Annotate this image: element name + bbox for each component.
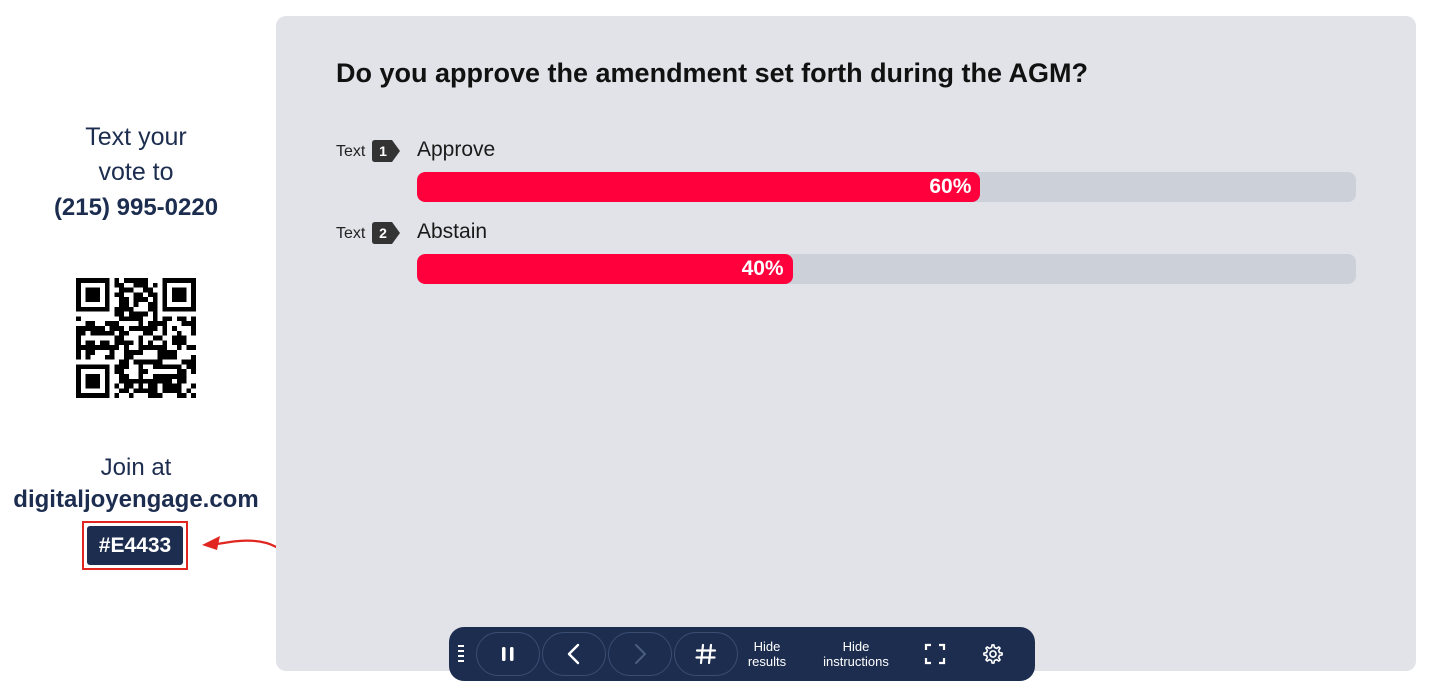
join-info: Join at digitaljoyengage.com: [0, 452, 272, 516]
poll-results-panel: Do you approve the amendment set forth d…: [276, 16, 1416, 671]
option-text-prefix: Text: [336, 143, 366, 160]
result-bar-fill: 60%: [417, 172, 981, 202]
result-percent: 60%: [929, 175, 972, 198]
pause-icon: [502, 647, 514, 661]
chevron-right-icon: [635, 644, 646, 664]
qr-code: [76, 278, 196, 398]
phone-number: (215) 995-0220: [53, 194, 219, 221]
previous-button[interactable]: [542, 632, 606, 676]
gear-icon[interactable]: [982, 643, 1004, 665]
option-label: Approve: [417, 138, 496, 161]
result-bar-fill: 40%: [417, 254, 793, 284]
hide-instructions-line1: Hide: [842, 639, 870, 654]
option-key-number: 2: [379, 225, 387, 241]
poll-question: Do you approve the amendment set forth d…: [336, 58, 1089, 88]
option-key-badge: 2: [372, 222, 400, 244]
instruction-line-2: vote to: [98, 158, 174, 186]
fullscreen-icon[interactable]: [924, 643, 946, 665]
presenter-toolbar: Hide results Hide instructions: [449, 627, 1035, 681]
event-code-badge: #E4433: [87, 526, 183, 565]
show-code-button[interactable]: [674, 632, 738, 676]
join-url[interactable]: digitaljoyengage.com: [13, 486, 259, 513]
chevron-left-icon: [567, 643, 580, 665]
poll-option-abstain: Text 2 Abstain 40%: [336, 218, 1356, 288]
option-key-badge: 1: [372, 140, 400, 162]
next-button[interactable]: [608, 632, 672, 676]
event-code-highlight: #E4433: [82, 521, 188, 570]
result-bar-track: 60%: [417, 172, 1356, 202]
option-key-number: 1: [379, 143, 387, 159]
instruction-line-1: Text your: [85, 123, 187, 151]
pause-button[interactable]: [476, 632, 540, 676]
join-text: Join at: [100, 454, 172, 481]
option-text-prefix: Text: [336, 225, 366, 242]
hide-results-line1: Hide: [753, 639, 781, 654]
hide-results-button[interactable]: Hide results: [742, 639, 792, 669]
hide-results-line2: results: [747, 654, 787, 669]
result-bar-track: 40%: [417, 254, 1356, 284]
result-percent: 40%: [741, 257, 784, 280]
text-vote-instructions: Text your vote to (215) 995-0220: [0, 120, 272, 225]
hide-instructions-button[interactable]: Hide instructions: [814, 639, 898, 669]
poll-option-approve: Text 1 Approve 60%: [336, 136, 1356, 206]
join-instructions-sidebar: Text your vote to (215) 995-0220 Join at…: [0, 0, 298, 691]
hide-instructions-line2: instructions: [823, 654, 889, 669]
option-label: Abstain: [417, 220, 488, 243]
drag-handle-icon[interactable]: [458, 645, 464, 663]
hash-icon: [695, 643, 717, 665]
